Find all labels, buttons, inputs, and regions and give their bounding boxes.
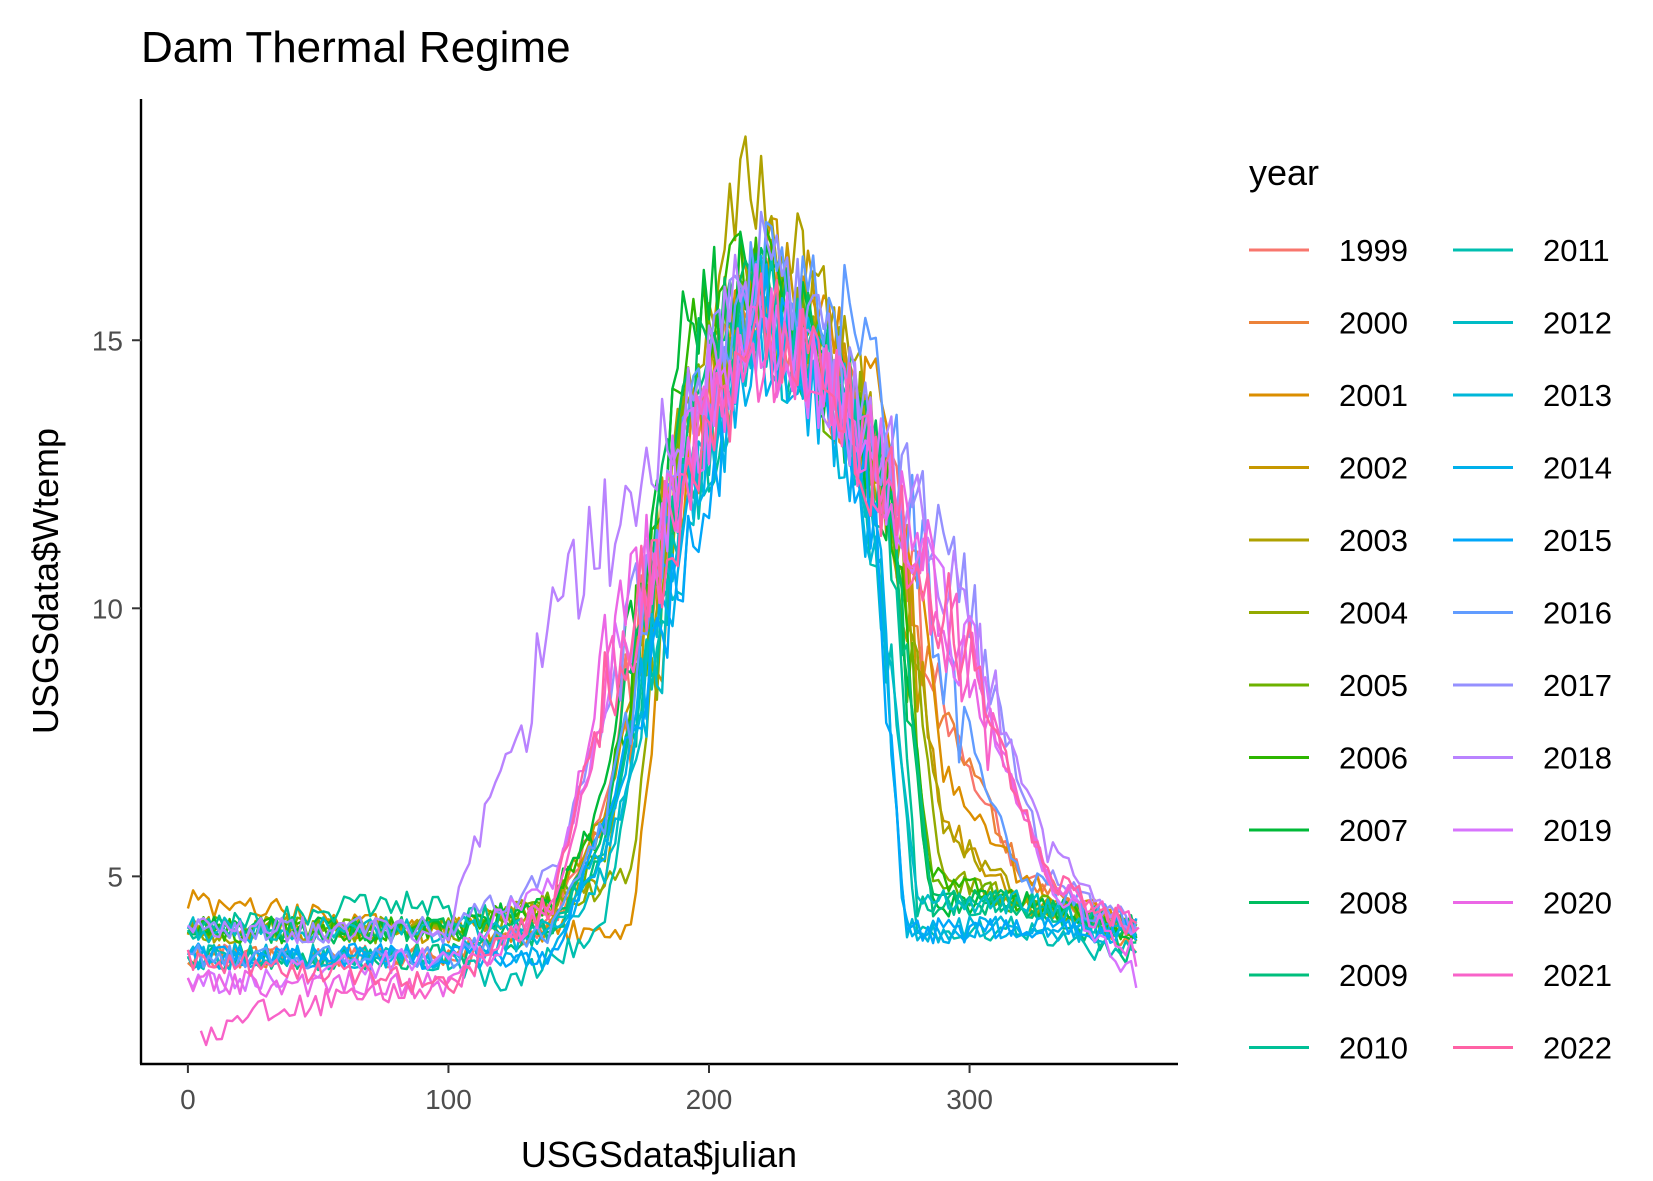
legend-item-2004: 2004 (1249, 596, 1408, 631)
series-line-2020 (186, 287, 1138, 998)
legend-item-2010: 2010 (1249, 1031, 1408, 1066)
x-axis-ticks: 0 100 200 300 (180, 1064, 993, 1115)
plot-area (186, 135, 1140, 1047)
legend-item-2019: 2019 (1453, 813, 1612, 848)
series-line-2019 (186, 263, 1138, 995)
x-tick-label: 0 (180, 1084, 196, 1115)
y-axis-label: USGSdata$Wtemp (25, 428, 66, 734)
legend-item-2017: 2017 (1453, 668, 1612, 703)
legend-item-2015: 2015 (1453, 523, 1612, 558)
legend-label: 2022 (1543, 1031, 1612, 1066)
legend-item-2011: 2011 (1453, 233, 1610, 268)
legend-item-2016: 2016 (1453, 596, 1612, 631)
legend-item-2001: 2001 (1249, 378, 1408, 413)
series-line-2002 (186, 216, 1138, 945)
series-line-2018 (186, 253, 1138, 945)
x-tick-label: 300 (946, 1084, 993, 1115)
legend-label: 2007 (1339, 813, 1408, 848)
legend-item-2007: 2007 (1249, 813, 1408, 848)
legend-item-2020: 2020 (1453, 886, 1612, 921)
legend-label: 2020 (1543, 886, 1612, 921)
legend-label: 2002 (1339, 451, 1408, 486)
legend-item-2006: 2006 (1249, 741, 1408, 776)
legend-item-2018: 2018 (1453, 741, 1612, 776)
y-axis-ticks: 5 10 15 (92, 325, 141, 892)
y-tick-label: 10 (92, 593, 123, 624)
series-line-2011 (186, 255, 1137, 992)
legend-item-2021: 2021 (1453, 958, 1612, 993)
chart-title: Dam Thermal Regime (141, 23, 571, 72)
x-tick-label: 100 (425, 1084, 472, 1115)
y-tick-label: 5 (107, 861, 123, 892)
legend-item-2014: 2014 (1453, 451, 1612, 486)
legend-item-2012: 2012 (1453, 306, 1612, 341)
x-tick-label: 200 (686, 1084, 733, 1115)
legend-label: 2012 (1543, 306, 1612, 341)
legend-item-1999: 1999 (1249, 233, 1408, 268)
legend-label: 2011 (1543, 233, 1610, 268)
x-axis-label: USGSdata$julian (521, 1134, 797, 1175)
series-line-2022 (186, 272, 1138, 994)
legend-item-2002: 2002 (1249, 451, 1408, 486)
legend-item-2008: 2008 (1249, 886, 1408, 921)
legend-label: 2003 (1339, 523, 1408, 558)
legend-label: 2004 (1339, 596, 1408, 631)
legend-label: 2001 (1339, 378, 1408, 413)
legend-label: 2010 (1339, 1031, 1408, 1066)
legend-item-2009: 2009 (1249, 958, 1408, 993)
legend-label: 2000 (1339, 306, 1408, 341)
legend-title: year (1249, 152, 1319, 193)
legend-item-2022: 2022 (1453, 1031, 1612, 1066)
series-line-2016 (187, 220, 1138, 970)
legend-label: 1999 (1339, 233, 1408, 268)
legend-label: 2008 (1339, 886, 1408, 921)
legend-label: 2019 (1543, 813, 1612, 848)
legend-label: 2009 (1339, 958, 1408, 993)
legend-label: 2016 (1543, 596, 1612, 631)
legend-label: 2005 (1339, 668, 1408, 703)
legend-label: 2021 (1543, 958, 1612, 993)
legend-label: 2006 (1339, 741, 1408, 776)
legend-item-2013: 2013 (1453, 378, 1612, 413)
legend: year 1999 2000 2001 2002 2003 2004 2005 2006 200… (1249, 152, 1612, 1066)
legend-label: 2018 (1543, 741, 1612, 776)
legend-label: 2013 (1543, 378, 1612, 413)
legend-item-2000: 2000 (1249, 306, 1408, 341)
series-line-2008 (187, 246, 1138, 945)
legend-label: 2014 (1543, 451, 1612, 486)
legend-label: 2017 (1543, 668, 1612, 703)
legend-item-2005: 2005 (1249, 668, 1408, 703)
y-tick-label: 15 (92, 325, 123, 356)
legend-label: 2015 (1543, 523, 1612, 558)
legend-item-2003: 2003 (1249, 523, 1408, 558)
